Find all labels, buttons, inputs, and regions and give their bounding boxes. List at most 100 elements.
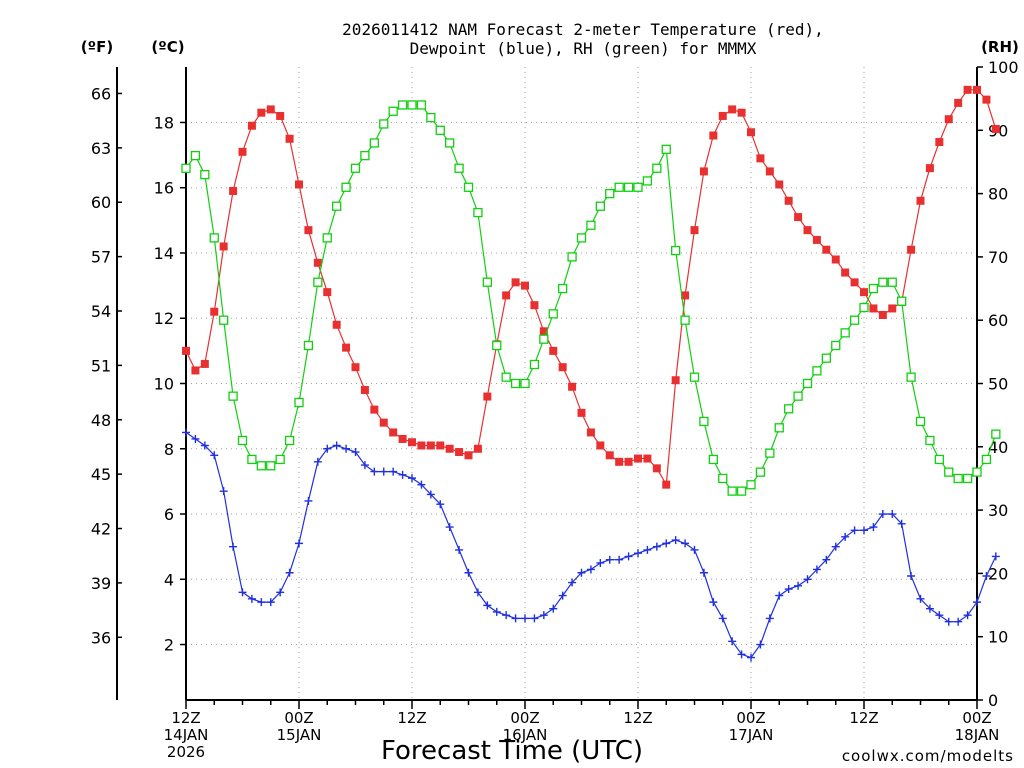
rh-point [397,100,408,110]
fahrenheit-tick-label: 36 [91,628,111,647]
temperature-point [888,304,897,313]
dewpoint-point [332,441,341,450]
rh-axis-label: (RH) [981,38,1019,56]
dewpoint-point [483,601,492,610]
dewpoint-point [238,588,247,597]
temperature-point [530,301,539,310]
dewpoint-point [530,614,539,623]
time-tick-label: 16JAN [503,726,548,744]
rh-point [303,340,314,351]
dewpoint-point [973,598,981,607]
rh-point [520,378,530,389]
temperature-point [521,281,529,290]
rh-point [652,163,662,173]
temperature-point [182,346,190,355]
fahrenheit-tick-label: 39 [91,574,111,593]
rh-point [426,112,436,123]
dewpoint-point [662,539,671,548]
fahrenheit-tick-label: 45 [91,465,111,484]
temperature-point [266,105,275,114]
temperature-point [304,226,313,235]
dewpoint-point [671,536,680,545]
temperature-point [238,147,247,156]
chart-title-line2: Dewpoint (blue), RH (green) for MMMX [410,39,757,58]
temperature-point [426,441,435,450]
rh-point [887,277,897,287]
temperature-point [925,164,934,173]
temperature-point [831,255,840,264]
x-axis-title: Forecast Time (UTC) [381,736,643,766]
rh-point [567,252,577,262]
rh-point [482,277,492,287]
dewpoint-line [185,431,997,659]
temperature-point [963,85,972,94]
temperature-point [568,382,577,391]
rh-point [868,283,879,294]
temperature-point [812,235,821,244]
rh-point [727,486,737,496]
dewpoint-point [747,653,755,662]
fahrenheit-tick-label: 63 [91,139,111,158]
temperature-point [643,454,652,463]
rh-point [501,372,511,382]
rh-point [407,100,417,110]
dewpoint-point [643,545,652,554]
dewpoint-point [247,594,256,603]
celsius-tick-label: 12 [154,309,174,328]
temperature-point [332,320,341,329]
dewpoint-point [276,588,285,597]
dewpoint-series [182,428,1000,662]
temperature-point [295,180,303,189]
watermark: coolwx.com/modelts [842,747,1014,765]
rh-point [539,334,549,344]
temperature-point [558,363,567,372]
dewpoint-point [841,532,850,541]
temperature-series [182,85,1000,489]
dewpoint-point [586,565,595,574]
temperature-point [398,434,407,443]
rh-tick-label: 70 [988,248,1008,267]
rh-tick-label: 0 [988,691,998,710]
rh-point [972,467,982,477]
celsius-tick-label: 6 [164,505,174,524]
rh-point [492,340,502,351]
dewpoint-point [257,598,266,607]
dewpoint-point [266,598,275,607]
temperature-point [257,108,266,117]
temperature-point [596,441,605,450]
dewpoint-point [577,568,586,577]
temperature-point [408,438,416,447]
temperature-point [586,428,595,437]
rh-point [962,473,973,484]
rh-point [341,182,351,192]
rh-point [934,454,944,465]
dewpoint-point [426,490,435,499]
rh-tick-label: 20 [988,564,1008,583]
celsius-axis-label: (ºC) [151,38,184,56]
temperature-point [907,245,916,254]
rh-point [736,486,747,496]
temperature-point [841,268,850,277]
dewpoint-point [878,510,887,519]
time-tick-label: 14JAN [164,726,209,744]
dewpoint-point [210,451,219,460]
temperature-point [389,428,398,437]
temperature-point [417,441,426,450]
rh-point [831,340,841,351]
dewpoint-point [718,614,727,623]
temperature-point [935,138,944,147]
temperature-point [775,180,784,189]
fahrenheit-tick-label: 42 [91,520,111,539]
fahrenheit-tick-label: 51 [91,356,111,375]
rh-point [294,397,304,408]
rh-point [256,461,266,471]
fahrenheit-tick-label: 60 [91,193,111,212]
axes: 2 4 6 8 10 12 14 16 18 36 39 42 45 48 51 54 57 60 63 66 0 10 2… [91,58,1019,761]
temperature-point [737,108,746,117]
temperature-point [652,464,661,473]
rh-point [859,302,869,313]
temperature-point [954,98,963,107]
rh-point [878,277,888,287]
dewpoint-point [182,428,190,437]
time-tick-label: 00Z [736,709,765,727]
